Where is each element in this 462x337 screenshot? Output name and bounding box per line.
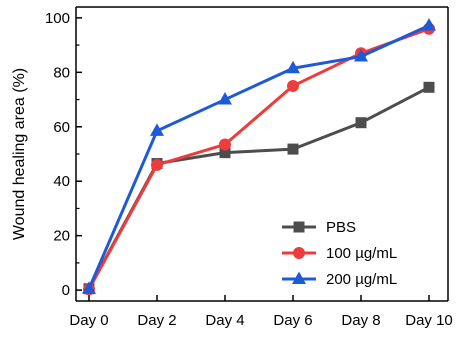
- series-line: [87, 24, 430, 290]
- legend-marker: [293, 247, 305, 259]
- x-axis-ticks: Day 0 Day 2 Day 4 Day 6 Day 8 Day 10: [69, 295, 453, 329]
- legend-marker: [292, 271, 306, 284]
- legend: PBS 100 µg/mL 200 µg/mL: [282, 219, 397, 288]
- data-point: [150, 123, 164, 136]
- data-point: [287, 79, 299, 92]
- series-line: [87, 27, 430, 291]
- y-axis-ticks: 0 20 40 60 80 100: [45, 10, 82, 299]
- y-tick-label: 20: [53, 228, 70, 245]
- data-point: [287, 143, 299, 155]
- data-point: [82, 281, 96, 294]
- y-tick-label: 40: [53, 173, 70, 190]
- data-point: [354, 49, 368, 62]
- y-tick-label: 100: [45, 10, 70, 27]
- y-tick-label: 80: [53, 64, 70, 81]
- y-tick-label: 60: [53, 119, 70, 136]
- data-point: [219, 138, 231, 151]
- data-point: [286, 60, 300, 74]
- legend-item: PBS: [282, 219, 356, 236]
- x-tick-label: Day 6: [273, 312, 312, 329]
- y-tick-label: 0: [62, 282, 70, 299]
- x-tick-label: Day 4: [205, 312, 244, 329]
- data-point: [423, 81, 435, 93]
- x-tick-label: Day 8: [341, 312, 380, 329]
- data-point: [355, 117, 367, 129]
- data-point: [219, 147, 231, 159]
- series-triangle: [82, 18, 436, 294]
- legend-label: 200 µg/mL: [326, 271, 397, 288]
- series-layer: [82, 18, 436, 296]
- x-tick-label: Day 0: [69, 312, 108, 329]
- legend-item: 100 µg/mL: [282, 245, 397, 262]
- x-tick-label: Day 10: [405, 312, 453, 329]
- legend-marker: [293, 221, 305, 233]
- x-tick-label: Day 2: [137, 312, 176, 329]
- legend-label: PBS: [326, 219, 356, 236]
- legend-item: 200 µg/mL: [282, 271, 397, 288]
- series-circle: [83, 22, 435, 296]
- data-point: [151, 158, 163, 171]
- data-point: [218, 92, 232, 105]
- data-point: [422, 18, 436, 31]
- y-axis-title: Wound healing area (%): [11, 68, 28, 240]
- legend-label: 100 µg/mL: [326, 245, 397, 262]
